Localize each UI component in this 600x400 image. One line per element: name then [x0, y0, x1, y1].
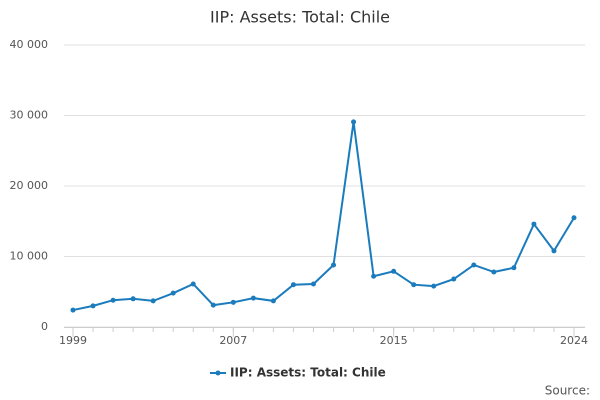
point — [431, 283, 437, 289]
point — [210, 302, 216, 308]
point — [371, 273, 377, 279]
point — [230, 299, 236, 305]
y-tick-label: 10 000 — [10, 250, 49, 263]
line — [72, 121, 575, 312]
point — [150, 298, 156, 304]
point — [70, 307, 76, 313]
legend-label: IIP: Assets: Total: Chile — [230, 366, 386, 380]
point — [130, 296, 136, 302]
point — [331, 262, 337, 268]
y-tick-label: 20 000 — [10, 179, 49, 192]
point — [511, 265, 517, 271]
y-tick-label: 0 — [41, 320, 48, 333]
point — [531, 221, 537, 227]
point — [351, 119, 357, 125]
point — [551, 248, 557, 254]
y-tick-label: 30 000 — [10, 109, 49, 122]
point — [90, 303, 96, 309]
point — [270, 298, 276, 304]
point — [310, 281, 316, 287]
point — [391, 268, 397, 274]
point — [170, 290, 176, 296]
point — [571, 215, 577, 221]
point — [290, 282, 296, 288]
x-tick-label: 2015 — [380, 334, 408, 347]
source: Source: — [545, 384, 590, 398]
x-tick-label: 2024 — [560, 334, 588, 347]
point — [190, 281, 196, 287]
chart-title: IIP: Assets: Total: Chile — [210, 8, 390, 27]
point — [110, 297, 116, 303]
point — [491, 269, 497, 275]
x-tick-label: 2007 — [219, 334, 247, 347]
y-tick-label: 40 000 — [10, 38, 49, 51]
point — [451, 276, 457, 282]
point — [250, 295, 256, 301]
point — [411, 282, 417, 288]
x-tick-label: 1999 — [59, 334, 87, 347]
point — [471, 262, 477, 268]
legend-marker — [215, 370, 221, 376]
